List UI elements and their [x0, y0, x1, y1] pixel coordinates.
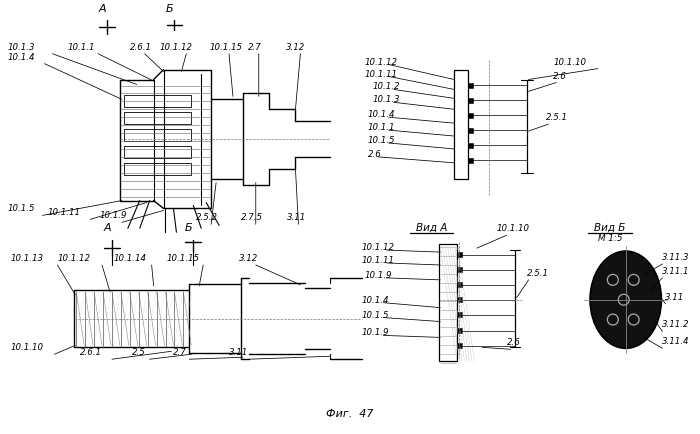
Text: 2.7.5: 2.7.5	[241, 214, 263, 222]
Text: 10.1.4: 10.1.4	[368, 110, 395, 119]
Bar	[457, 282, 462, 287]
Text: 2.5: 2.5	[132, 348, 146, 357]
Text: 10.1.9: 10.1.9	[100, 211, 127, 220]
Text: 10.1.12: 10.1.12	[57, 254, 90, 263]
Bar	[468, 143, 473, 148]
Bar	[468, 128, 473, 133]
Bar	[454, 69, 468, 179]
Text: 2.6.1: 2.6.1	[80, 348, 102, 357]
Text: 10.1.5: 10.1.5	[8, 204, 35, 214]
Text: 10.1.12: 10.1.12	[160, 43, 192, 52]
Text: 3.11.4: 3.11.4	[662, 337, 690, 346]
Text: 10.1.9: 10.1.9	[362, 329, 389, 337]
Text: 2.6: 2.6	[553, 72, 567, 80]
Text: 10.1.11: 10.1.11	[48, 208, 80, 217]
Bar	[124, 129, 191, 141]
Text: 2.6: 2.6	[507, 339, 521, 347]
Text: 10.1.15: 10.1.15	[167, 254, 200, 263]
Text: Вид Б: Вид Б	[594, 222, 626, 232]
Text: 2.5.1: 2.5.1	[526, 269, 549, 278]
Text: 3.12: 3.12	[239, 254, 258, 263]
Text: 10.1.4: 10.1.4	[362, 296, 389, 305]
Text: 10.1.12: 10.1.12	[362, 243, 395, 252]
Bar	[457, 252, 462, 257]
Text: 3.11.2: 3.11.2	[662, 320, 690, 329]
Text: 10.1.1: 10.1.1	[67, 43, 94, 52]
Text: 10.1.3: 10.1.3	[373, 95, 400, 104]
Text: 10.1.13: 10.1.13	[10, 254, 44, 263]
Text: 10.1.9: 10.1.9	[365, 271, 393, 280]
Text: 10.1.14: 10.1.14	[114, 254, 147, 263]
Text: 10.1.10: 10.1.10	[553, 58, 587, 67]
Bar	[457, 312, 462, 316]
Bar	[457, 329, 462, 333]
Bar	[124, 112, 191, 124]
Text: 10.1.15: 10.1.15	[209, 43, 242, 52]
Text: Б: Б	[185, 223, 192, 233]
Bar	[124, 95, 191, 107]
Text: 10.1.5: 10.1.5	[368, 136, 395, 145]
Ellipse shape	[590, 251, 662, 349]
Text: 2.6: 2.6	[368, 150, 382, 159]
Bar	[457, 343, 462, 349]
Text: 2.5.2: 2.5.2	[196, 214, 218, 222]
Bar	[457, 267, 462, 272]
Bar	[124, 163, 191, 175]
Bar	[468, 158, 473, 163]
Text: 10.1.3: 10.1.3	[8, 43, 35, 52]
Text: 3.11: 3.11	[666, 293, 685, 302]
Text: 10.1.5: 10.1.5	[362, 311, 389, 319]
Text: 3.11.3: 3.11.3	[662, 253, 690, 262]
Bar	[440, 244, 457, 361]
Text: 10.1.10: 10.1.10	[10, 343, 44, 352]
Text: 2.7: 2.7	[174, 348, 187, 357]
Text: Вид А: Вид А	[416, 222, 447, 232]
Bar	[124, 146, 191, 158]
Text: М 1:5: М 1:5	[598, 234, 622, 243]
Text: 3.11: 3.11	[229, 348, 248, 357]
Text: 10.1.11: 10.1.11	[365, 69, 398, 79]
Bar	[468, 99, 473, 103]
Text: А: А	[98, 4, 106, 14]
Text: 10.1.2: 10.1.2	[373, 82, 400, 92]
Text: Фиг.  47: Фиг. 47	[326, 409, 374, 419]
Text: 3.11.1: 3.11.1	[662, 267, 690, 276]
Text: 3.12: 3.12	[286, 43, 304, 52]
Bar	[457, 297, 462, 302]
Text: 3.11: 3.11	[286, 214, 306, 222]
Bar	[468, 113, 473, 118]
Text: А: А	[103, 223, 111, 233]
Text: 10.1.4: 10.1.4	[8, 53, 35, 62]
Text: 10.1.11: 10.1.11	[362, 256, 395, 265]
Text: 2.5.1: 2.5.1	[547, 113, 568, 122]
Text: 10.1.1: 10.1.1	[368, 123, 395, 132]
Text: 10.1.12: 10.1.12	[365, 58, 398, 67]
Text: Б: Б	[166, 4, 174, 14]
Text: 2.6.1: 2.6.1	[130, 43, 152, 52]
Bar	[468, 83, 473, 89]
Text: 2.7: 2.7	[248, 43, 262, 52]
Text: 10.1.10: 10.1.10	[497, 224, 530, 233]
